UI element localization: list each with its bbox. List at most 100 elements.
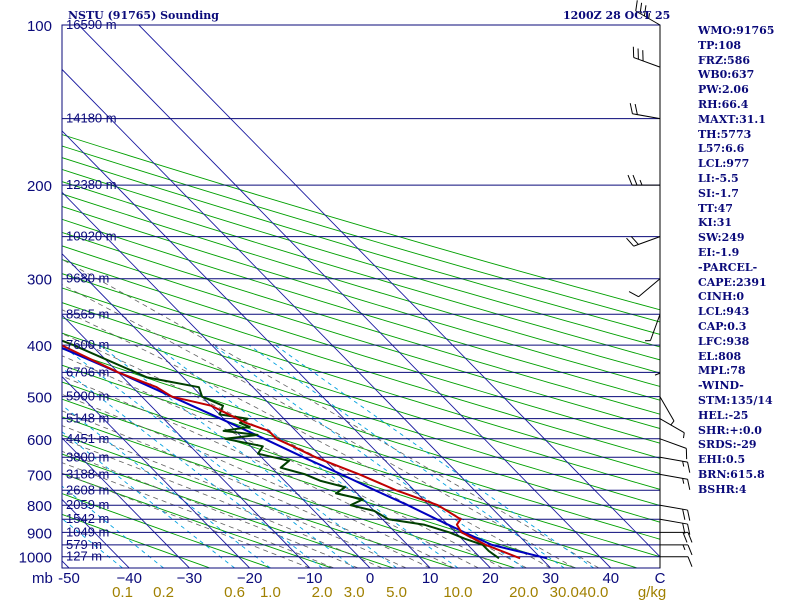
wind-barb: [659, 473, 691, 490]
index-line: LFC:938: [698, 334, 750, 348]
pressure-tick-label: 700: [27, 467, 52, 484]
height-label: 3800 m: [66, 449, 109, 464]
height-label: 579 m: [66, 537, 102, 552]
isotherm-line: [78, 25, 612, 568]
pressure-tick-label: 500: [27, 390, 52, 407]
dry-adiabat-line: [62, 302, 660, 490]
index-line: -PARCEL-: [698, 260, 758, 274]
mixing-ratio-tick-label: 1.0: [260, 584, 281, 600]
height-label: 2608 m: [66, 482, 109, 497]
index-line: RH:66.4: [698, 97, 749, 111]
wind-barb-flag: [637, 48, 639, 60]
wind-barb-half: [682, 432, 685, 439]
index-line: SI:-1.7: [698, 186, 739, 200]
index-line: SRDS:-29: [698, 438, 757, 452]
wind-barb: [632, 46, 661, 68]
pressure-tick-label: 200: [27, 178, 52, 195]
wind-barb-flag: [687, 532, 693, 543]
isotherm-line: [62, 191, 431, 568]
wind-barb-flag: [632, 174, 638, 186]
dry-adiabat-line: [62, 364, 660, 558]
isotherm-line: [62, 68, 551, 568]
dry-adiabat-line: [62, 157, 660, 335]
wind-barb-flag: [629, 103, 633, 114]
temperature-tick-label: 20: [482, 570, 499, 587]
index-line: CINH:0: [698, 290, 745, 304]
wind-barb-half: [648, 13, 651, 19]
height-label: 16590 m: [66, 17, 117, 32]
isotherm-line: [62, 375, 250, 568]
height-label: 1542 m: [66, 511, 109, 526]
index-line: WB0:637: [698, 68, 755, 82]
wind-barb-staff: [659, 473, 688, 480]
mixing-ratio-tick-label: 30.0: [550, 584, 579, 600]
wind-barb: [659, 456, 691, 473]
wind-barb: [645, 314, 661, 342]
wind-barb-flag: [682, 509, 686, 520]
wind-barb-staff: [633, 236, 661, 247]
wind-barb-flag: [682, 532, 688, 543]
dry-adiabat-line: [62, 416, 516, 568]
wind-barb-half: [645, 340, 651, 342]
pressure-tick-label: 800: [27, 498, 52, 515]
wind-barb-flag: [634, 103, 638, 115]
moist-adiabat-line: [62, 410, 431, 568]
wind-barb-half: [670, 420, 675, 426]
dry-adiabat-line: [62, 181, 660, 361]
isotherm-line: [62, 560, 70, 568]
temperature-tick-label: −40: [116, 570, 141, 587]
mixing-ratio-tick-label: 10.0: [443, 584, 472, 600]
mixing-ratio-line: [62, 431, 235, 568]
isotherm-line: [62, 130, 491, 568]
pressure-tick-label: 900: [27, 525, 52, 542]
index-line: EL:808: [698, 349, 742, 363]
wind-barb: [628, 278, 661, 298]
isotherm-line: [138, 25, 660, 558]
wind-barb-staff: [659, 396, 675, 422]
wind-barb-staff: [632, 113, 661, 120]
dry-adiabat-line: [62, 273, 660, 459]
mixing-ratio-line: [99, 344, 397, 568]
wind-barb-flag: [635, 0, 638, 12]
height-label: 3188 m: [66, 466, 109, 481]
height-label: 7600 m: [66, 337, 109, 352]
height-label: 4451 m: [66, 431, 109, 446]
pressure-axis-label: mb: [32, 570, 53, 587]
wind-barb-staff: [659, 504, 688, 511]
pressure-tick-label: 600: [27, 432, 52, 449]
mixing-ratio-line: [62, 404, 271, 568]
index-line: LI:-5.5: [698, 171, 739, 185]
index-line: CAP:0.3: [698, 319, 747, 333]
plot-frame: [61, 24, 661, 569]
height-label: 12380 m: [66, 177, 117, 192]
height-label: 9680 m: [66, 271, 109, 286]
wind-barb-staff: [649, 314, 661, 341]
wind-barb-flag: [632, 46, 635, 58]
mixing-ratio-tick-label: 20.0: [509, 584, 538, 600]
moist-adiabat-line: [62, 355, 503, 568]
mixing-ratio-lines: [62, 344, 594, 568]
isotherm-line: [62, 253, 371, 568]
wind-barb-flag: [687, 462, 691, 473]
index-line: -WIND-: [698, 379, 744, 393]
wind-barb-staff: [659, 418, 685, 434]
wind-barb: [626, 236, 661, 247]
dry-adiabat-line: [62, 134, 660, 311]
height-label: 5148 m: [66, 411, 109, 426]
isotherm-line: [0, 25, 9, 568]
wind-barb-half: [682, 478, 685, 484]
wind-barb-flag: [687, 509, 691, 521]
moist-adiabat-line: [62, 333, 527, 568]
wind-barb: [660, 531, 693, 543]
dewpoint-trace: [62, 339, 500, 560]
temperature-tick-label: −30: [177, 570, 202, 587]
index-line: BRN:615.8: [698, 467, 765, 481]
isotherm-line: [62, 437, 190, 568]
mixing-ratio-line: [62, 344, 355, 568]
mixing-ratio-unit-label: g/kg: [638, 584, 666, 600]
pressure-tick-label: 100: [27, 18, 52, 35]
index-line: LCL:943: [698, 305, 750, 319]
wind-barb-flag: [687, 523, 691, 535]
wind-barb-staff: [659, 518, 688, 525]
